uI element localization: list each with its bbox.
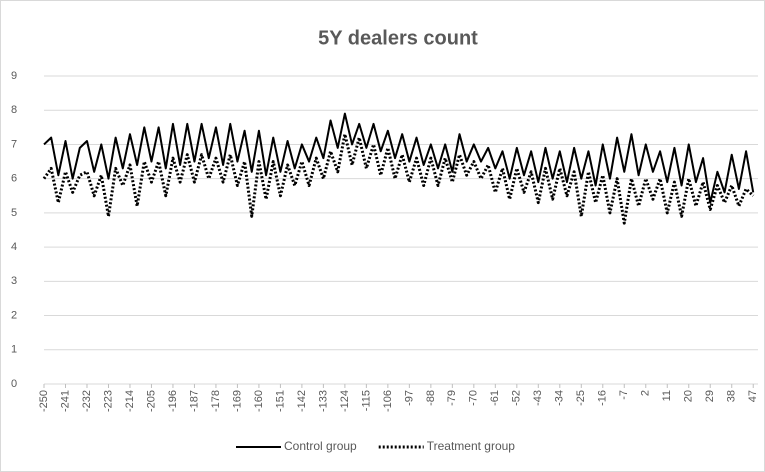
- x-tick-label: -52: [511, 390, 523, 406]
- x-tick-label: -232: [81, 390, 93, 412]
- x-tick-label: 29: [704, 390, 716, 402]
- legend-label: Control group: [284, 439, 357, 453]
- x-tick-label: -106: [382, 390, 394, 412]
- x-tick-label: -178: [210, 390, 222, 412]
- y-tick-label: 3: [11, 275, 17, 287]
- x-tick-label: -16: [597, 390, 609, 406]
- x-tick-label: -115: [360, 390, 372, 411]
- x-tick-label: 47: [747, 390, 759, 402]
- x-tick-label: -241: [59, 390, 71, 412]
- legend-label: Treatment group: [427, 439, 516, 453]
- series-line: [43, 112, 755, 204]
- x-tick-label: -142: [296, 390, 308, 412]
- x-tick-label: -160: [253, 390, 265, 412]
- y-tick-label: 9: [11, 70, 17, 82]
- x-tick-label: -61: [489, 390, 501, 406]
- x-tick-label: -250: [38, 390, 50, 412]
- x-tick-label: -25: [575, 390, 587, 406]
- series-line: [42, 132, 755, 225]
- y-tick-label: 0: [11, 378, 17, 390]
- y-tick-label: 8: [11, 104, 17, 116]
- x-tick-label: -205: [145, 390, 157, 412]
- x-tick-label: -70: [468, 390, 480, 406]
- x-tick-label: -79: [446, 390, 458, 406]
- x-tick-label: -151: [274, 390, 286, 412]
- x-tick-label: -169: [231, 390, 243, 412]
- x-tick-label: -124: [339, 390, 351, 412]
- x-tick-label: -43: [532, 390, 544, 406]
- x-tick-label: 11: [661, 390, 673, 401]
- y-tick-label: 2: [11, 309, 17, 321]
- x-tick-label: -88: [425, 390, 437, 406]
- chart-title: 5Y dealers count: [318, 27, 478, 49]
- y-tick-label: 5: [11, 207, 17, 219]
- y-tick-label: 4: [11, 241, 17, 253]
- x-tick-label: -196: [167, 390, 179, 412]
- x-tick-label: -187: [188, 390, 200, 412]
- y-tick-label: 7: [11, 138, 17, 150]
- x-tick-label: 2: [640, 390, 652, 396]
- x-tick-label: -7: [618, 390, 630, 400]
- x-tick-label: -133: [317, 390, 329, 412]
- x-tick-label: 20: [683, 390, 695, 402]
- x-tick-label: -214: [124, 390, 136, 412]
- x-tick-label: 38: [726, 390, 738, 402]
- x-tick-label: -223: [102, 390, 114, 412]
- y-tick-label: 1: [11, 344, 17, 356]
- x-tick-label: -34: [554, 390, 566, 406]
- y-tick-label: 6: [11, 173, 17, 185]
- x-tick-label: -97: [403, 390, 415, 406]
